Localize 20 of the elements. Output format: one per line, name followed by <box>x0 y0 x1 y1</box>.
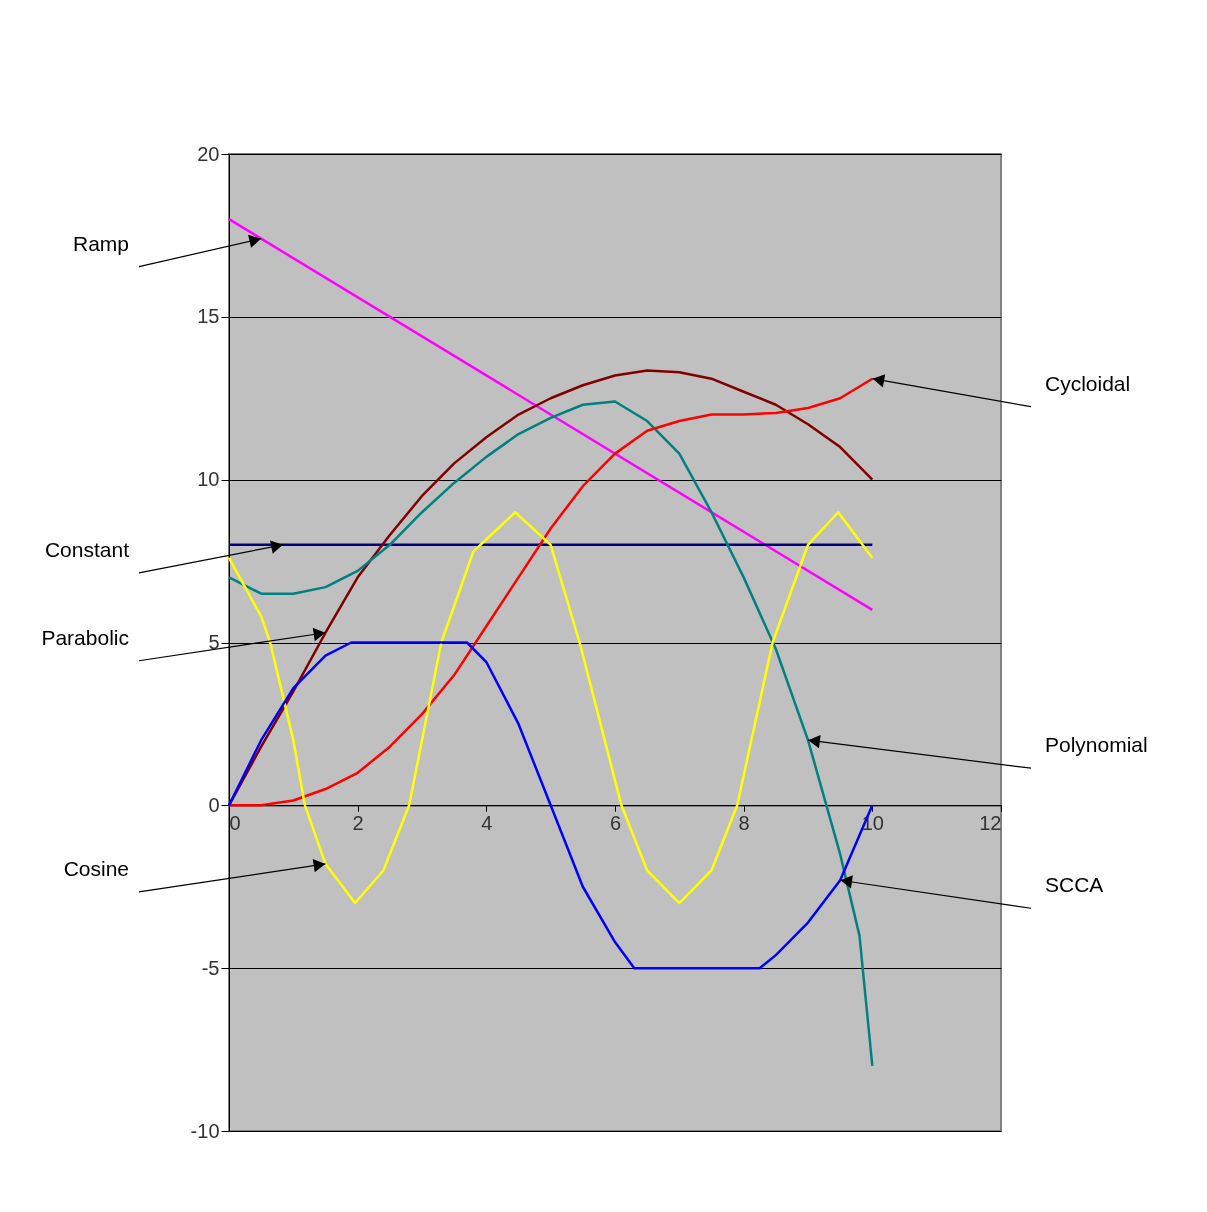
x-tick-label: 8 <box>738 811 750 834</box>
annotation: Polynomial <box>1045 733 1148 757</box>
x-tick-label: 0 <box>229 811 241 834</box>
annotation: Cycloidal <box>1045 371 1131 395</box>
annotation: Parabolic <box>41 625 129 649</box>
annotation: SCCA <box>1045 873 1104 897</box>
x-tick-label: 12 <box>979 811 1002 834</box>
x-tick-label: 2 <box>352 811 364 834</box>
y-tick-label: -10 <box>190 1119 220 1142</box>
annotation: Cosine <box>63 856 129 880</box>
y-tick-label: 10 <box>197 468 220 491</box>
y-tick-label: 0 <box>208 793 220 816</box>
y-tick-label: 20 <box>197 142 220 165</box>
annotation: Constant <box>44 537 130 561</box>
x-tick-label: 6 <box>609 811 622 834</box>
y-tick-label: 5 <box>208 631 220 653</box>
y-tick-label: -5 <box>201 956 220 979</box>
annotation: Ramp <box>72 231 129 255</box>
x-tick-label: 4 <box>481 811 493 834</box>
y-tick-label: 15 <box>197 305 220 328</box>
